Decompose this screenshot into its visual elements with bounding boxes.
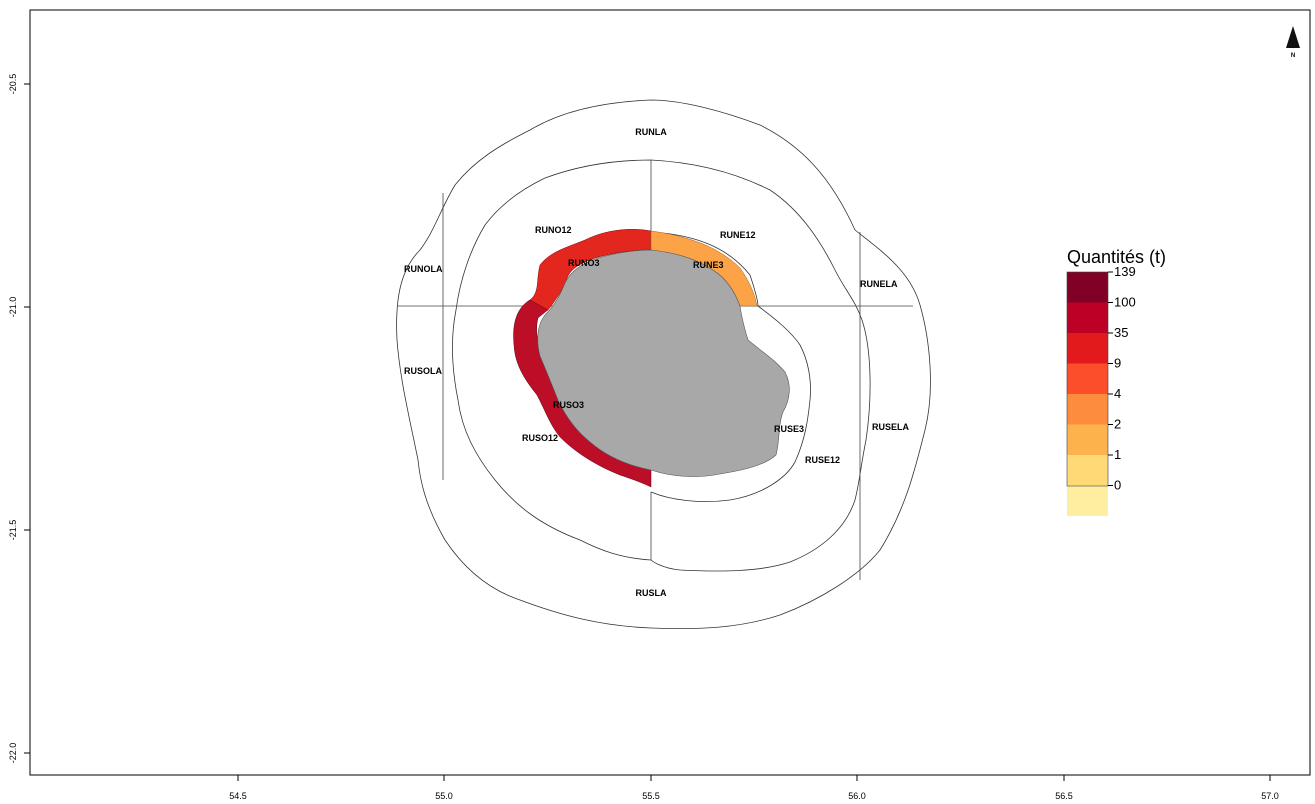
plot-frame bbox=[29, 9, 1311, 776]
zone-label-rune3: RUNE3 bbox=[693, 260, 724, 270]
legend-break-label: 100 bbox=[1114, 295, 1136, 310]
legend-swatch bbox=[1067, 302, 1108, 333]
legend-frame bbox=[1066, 271, 1109, 487]
legend-swatch bbox=[1067, 424, 1108, 455]
x-tick-label: 57.0 bbox=[1261, 791, 1279, 801]
zone-label-runla: RUNLA bbox=[635, 127, 667, 137]
zone-label-runo12: RUNO12 bbox=[535, 225, 572, 235]
zone-label-ruso3: RUSO3 bbox=[553, 400, 584, 410]
legend-swatch bbox=[1067, 333, 1108, 364]
legend-swatch bbox=[1067, 455, 1108, 486]
legend-break-label: 0 bbox=[1114, 478, 1121, 493]
legend-swatch bbox=[1067, 394, 1108, 425]
x-axis: 54.5 55.0 55.5 56.0 56.5 57.0 bbox=[229, 775, 1279, 801]
middle-zone-boundary bbox=[451, 159, 871, 572]
x-tick-label: 56.0 bbox=[848, 791, 866, 801]
inner-zone-boundary bbox=[650, 231, 811, 502]
zone-label-rusla: RUSLA bbox=[636, 588, 667, 598]
zone-label-rusola: RUSOLA bbox=[404, 366, 443, 376]
x-tick-label: 55.0 bbox=[435, 791, 453, 801]
north-label: N bbox=[1291, 53, 1295, 59]
legend-break-label: 9 bbox=[1114, 356, 1121, 371]
north-arrow-icon bbox=[1286, 26, 1300, 48]
island-reunion bbox=[537, 249, 790, 477]
legend-break-label: 1 bbox=[1114, 447, 1121, 462]
legend-break-label: 2 bbox=[1114, 417, 1121, 432]
y-tick-label: -21.5 bbox=[8, 520, 18, 541]
zone-label-rune12: RUNE12 bbox=[720, 230, 756, 240]
x-tick-label: 55.5 bbox=[642, 791, 660, 801]
x-tick-label: 54.5 bbox=[229, 791, 247, 801]
legend-swatches bbox=[1066, 271, 1109, 516]
outer-zone-boundary bbox=[396, 99, 931, 630]
zone-label-ruse3: RUSE3 bbox=[774, 424, 804, 434]
legend-break-label: 4 bbox=[1114, 386, 1121, 401]
zone-label-runela: RUNELA bbox=[860, 279, 898, 289]
y-axis: -20.5 -21.0 -21.5 -22.0 bbox=[8, 74, 30, 764]
y-tick-label: -22.0 bbox=[8, 743, 18, 764]
legend: Quantités (t) 139 100 35 9 4 2 1 0 bbox=[1066, 247, 1166, 516]
zone-label-ruse12: RUSE12 bbox=[805, 455, 840, 465]
legend-title: Quantités (t) bbox=[1067, 247, 1166, 267]
zone-labels: RUNLA RUNOLA RUNELA RUSOLA RUSELA RUSLA … bbox=[404, 127, 910, 598]
legend-break-label: 35 bbox=[1114, 325, 1128, 340]
legend-break-label: 139 bbox=[1114, 264, 1136, 279]
zone-label-runola: RUNOLA bbox=[404, 264, 443, 274]
x-tick-label: 56.5 bbox=[1055, 791, 1073, 801]
y-tick-label: -21.0 bbox=[8, 297, 18, 318]
north-arrow: N bbox=[1286, 26, 1300, 59]
zone-label-runo3: RUNO3 bbox=[568, 258, 600, 268]
legend-swatch bbox=[1067, 272, 1108, 303]
zone-label-ruesla: RUSELA bbox=[872, 422, 910, 432]
legend-labels: 139 100 35 9 4 2 1 0 bbox=[1108, 264, 1136, 493]
zone-label-ruso12: RUSO12 bbox=[522, 433, 558, 443]
legend-swatch bbox=[1067, 363, 1108, 394]
legend-swatch bbox=[1067, 485, 1108, 516]
y-tick-label: -20.5 bbox=[8, 74, 18, 95]
